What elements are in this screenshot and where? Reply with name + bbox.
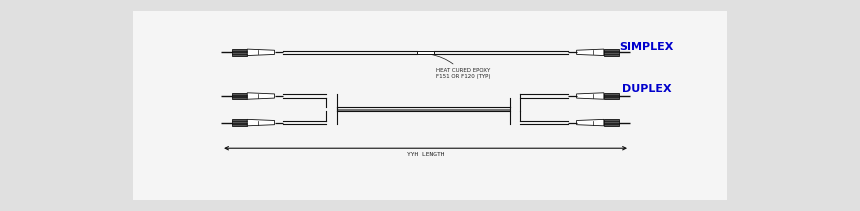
Bar [604, 93, 618, 99]
Bar [232, 93, 247, 99]
Text: HEAT CURED EPOXY
F151 OR F120 (TYP): HEAT CURED EPOXY F151 OR F120 (TYP) [431, 54, 490, 79]
Bar [604, 119, 618, 126]
Polygon shape [247, 49, 274, 55]
Text: YYH LENGTH: YYH LENGTH [407, 152, 445, 157]
Text: SIMPLEX: SIMPLEX [619, 42, 673, 52]
Bar [232, 49, 247, 55]
Bar [604, 49, 618, 55]
Polygon shape [576, 119, 604, 126]
Text: DUPLEX: DUPLEX [622, 84, 672, 94]
Polygon shape [247, 93, 274, 99]
Polygon shape [576, 49, 604, 55]
Polygon shape [576, 93, 604, 99]
Polygon shape [247, 119, 274, 126]
Bar [417, 51, 433, 54]
Bar [232, 119, 247, 126]
